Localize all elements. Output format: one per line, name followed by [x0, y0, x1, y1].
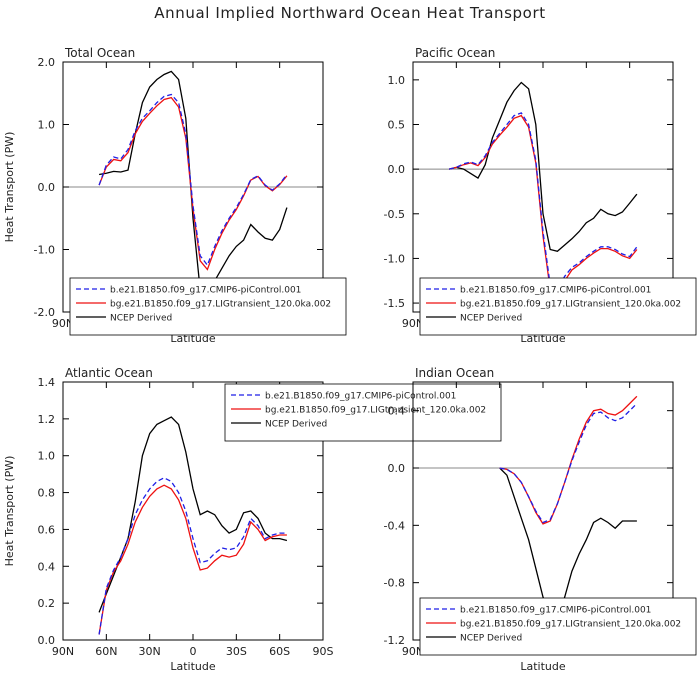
- series-line-b-e21-b1850-f09-g17-cmip6-picontrol-001: [448, 112, 638, 291]
- y-tick-label: -0.5: [384, 208, 405, 221]
- x-tick-label: 60S: [269, 645, 290, 658]
- x-tick-label: 90N: [52, 317, 74, 330]
- legend-box: [419, 597, 697, 656]
- y-tick-label: 0.0: [38, 634, 56, 647]
- series-line-ncep-derived: [499, 467, 637, 620]
- panel-title: Indian Ocean: [415, 366, 494, 380]
- y-tick-label: -1.0: [384, 252, 405, 265]
- y-axis-label: Heat Transport (PW): [3, 132, 16, 243]
- x-tick-label: 30N: [139, 645, 161, 658]
- legend-label: b.e21.B1850.f09_g17.CMIP6-piControl.001: [110, 286, 301, 296]
- y-tick-label: 1.0: [38, 119, 56, 132]
- panel-title: Pacific Ocean: [415, 46, 495, 60]
- legend-box: [69, 277, 347, 336]
- legend-label: b.e21.B1850.f09_g17.CMIP6-piControl.001: [460, 286, 651, 296]
- x-tick-label: 90N: [402, 645, 424, 658]
- legend-box: [224, 383, 502, 442]
- y-tick-label: -1.5: [384, 297, 405, 310]
- y-tick-label: 0.0: [38, 181, 56, 194]
- series-line-ncep-derived: [448, 81, 638, 253]
- y-tick-label: 1.4: [38, 376, 56, 389]
- y-tick-label: 1.0: [38, 450, 56, 463]
- y-tick-label: 2.0: [38, 56, 56, 69]
- legend-label: bg.e21.B1850.f09_g17.LIGtransient_120.0k…: [460, 620, 681, 630]
- legend-label: b.e21.B1850.f09_g17.CMIP6-piControl.001: [460, 606, 651, 616]
- x-tick-label: 0: [190, 645, 197, 658]
- y-tick-label: -1.0: [34, 244, 55, 257]
- legend-box: [419, 277, 697, 336]
- x-tick-label: 90N: [402, 317, 424, 330]
- series-line-b-e21-b1850-f09-g17-cmip6-picontrol-001: [499, 403, 638, 524]
- y-tick-label: -0.4: [384, 519, 405, 532]
- pacific-ocean-panel: Pacific Ocean-1.5-1.0-0.50.00.51.090N60N…: [384, 46, 697, 345]
- x-axis-label: Latitude: [170, 660, 216, 673]
- figure-title: Annual Implied Northward Ocean Heat Tran…: [154, 4, 546, 22]
- atlantic-ocean-panel: Atlantic Ocean 0.0 0.2 0.4 0.6 0.8 1.0 1.2 1.4 90…: [3, 366, 502, 673]
- y-axis-label: Heat Transport (PW): [3, 456, 16, 567]
- y-tick-label: 1.2: [38, 413, 56, 426]
- series-line-bg-e21-b1850-f09-g17-ligtransient-120-0ka-002: [448, 114, 638, 296]
- y-tick-label: 0.5: [388, 119, 406, 132]
- series-line-bg-e21-b1850-f09-g17-ligtransient-120-0ka-002: [98, 96, 288, 271]
- series-line-bg-e21-b1850-f09-g17-ligtransient-120-0ka-002: [98, 484, 287, 635]
- legend-label: NCEP Derived: [265, 420, 327, 430]
- y-tick-label: 0.4: [388, 405, 406, 418]
- legend-label: b.e21.B1850.f09_g17.CMIP6-piControl.001: [265, 392, 456, 402]
- y-tick-label: -0.8: [384, 577, 405, 590]
- series-line-b-e21-b1850-f09-g17-cmip6-picontrol-001: [98, 93, 288, 267]
- x-tick-label: 90N: [52, 645, 74, 658]
- total-ocean-panel: Total Ocean-2.0-1.00.01.02.090N60N30N030…: [3, 46, 347, 345]
- plot-frame: [412, 61, 674, 313]
- series-line-ncep-derived: [98, 70, 288, 295]
- legend-label: bg.e21.B1850.f09_g17.LIGtransient_120.0k…: [460, 300, 681, 310]
- panel-title: Atlantic Ocean: [65, 366, 153, 380]
- panel-title: Total Ocean: [64, 46, 135, 60]
- y-tick-label: 0.0: [388, 462, 406, 475]
- legend-label: NCEP Derived: [460, 634, 522, 644]
- y-tick-label: 0.0: [388, 163, 406, 176]
- y-tick-label: -1.2: [384, 634, 405, 647]
- series-line-ncep-derived: [98, 416, 288, 613]
- x-tick-label: 90S: [313, 645, 334, 658]
- y-tick-label: 0.2: [38, 597, 56, 610]
- x-tick-label: 60N: [95, 645, 117, 658]
- legend-label: NCEP Derived: [110, 314, 172, 324]
- legend-label: NCEP Derived: [460, 314, 522, 324]
- legend-label: bg.e21.B1850.f09_g17.LIGtransient_120.0k…: [265, 406, 486, 416]
- y-tick-label: 0.8: [38, 487, 56, 500]
- x-tick-label: 30S: [226, 645, 247, 658]
- indian-ocean-panel: Indian Ocean-1.2-0.8-0.40.00.490N60N30N0…: [384, 366, 697, 673]
- series-line-b-e21-b1850-f09-g17-cmip6-picontrol-001: [98, 477, 287, 635]
- series-line-bg-e21-b1850-f09-g17-ligtransient-120-0ka-002: [499, 395, 638, 525]
- y-tick-label: 1.0: [388, 74, 406, 87]
- y-tick-label: -2.0: [34, 306, 55, 319]
- y-tick-label: 0.6: [38, 523, 56, 536]
- y-tick-label: 0.4: [38, 560, 56, 573]
- x-axis-label: Latitude: [520, 660, 566, 673]
- legend-label: bg.e21.B1850.f09_g17.LIGtransient_120.0k…: [110, 300, 331, 310]
